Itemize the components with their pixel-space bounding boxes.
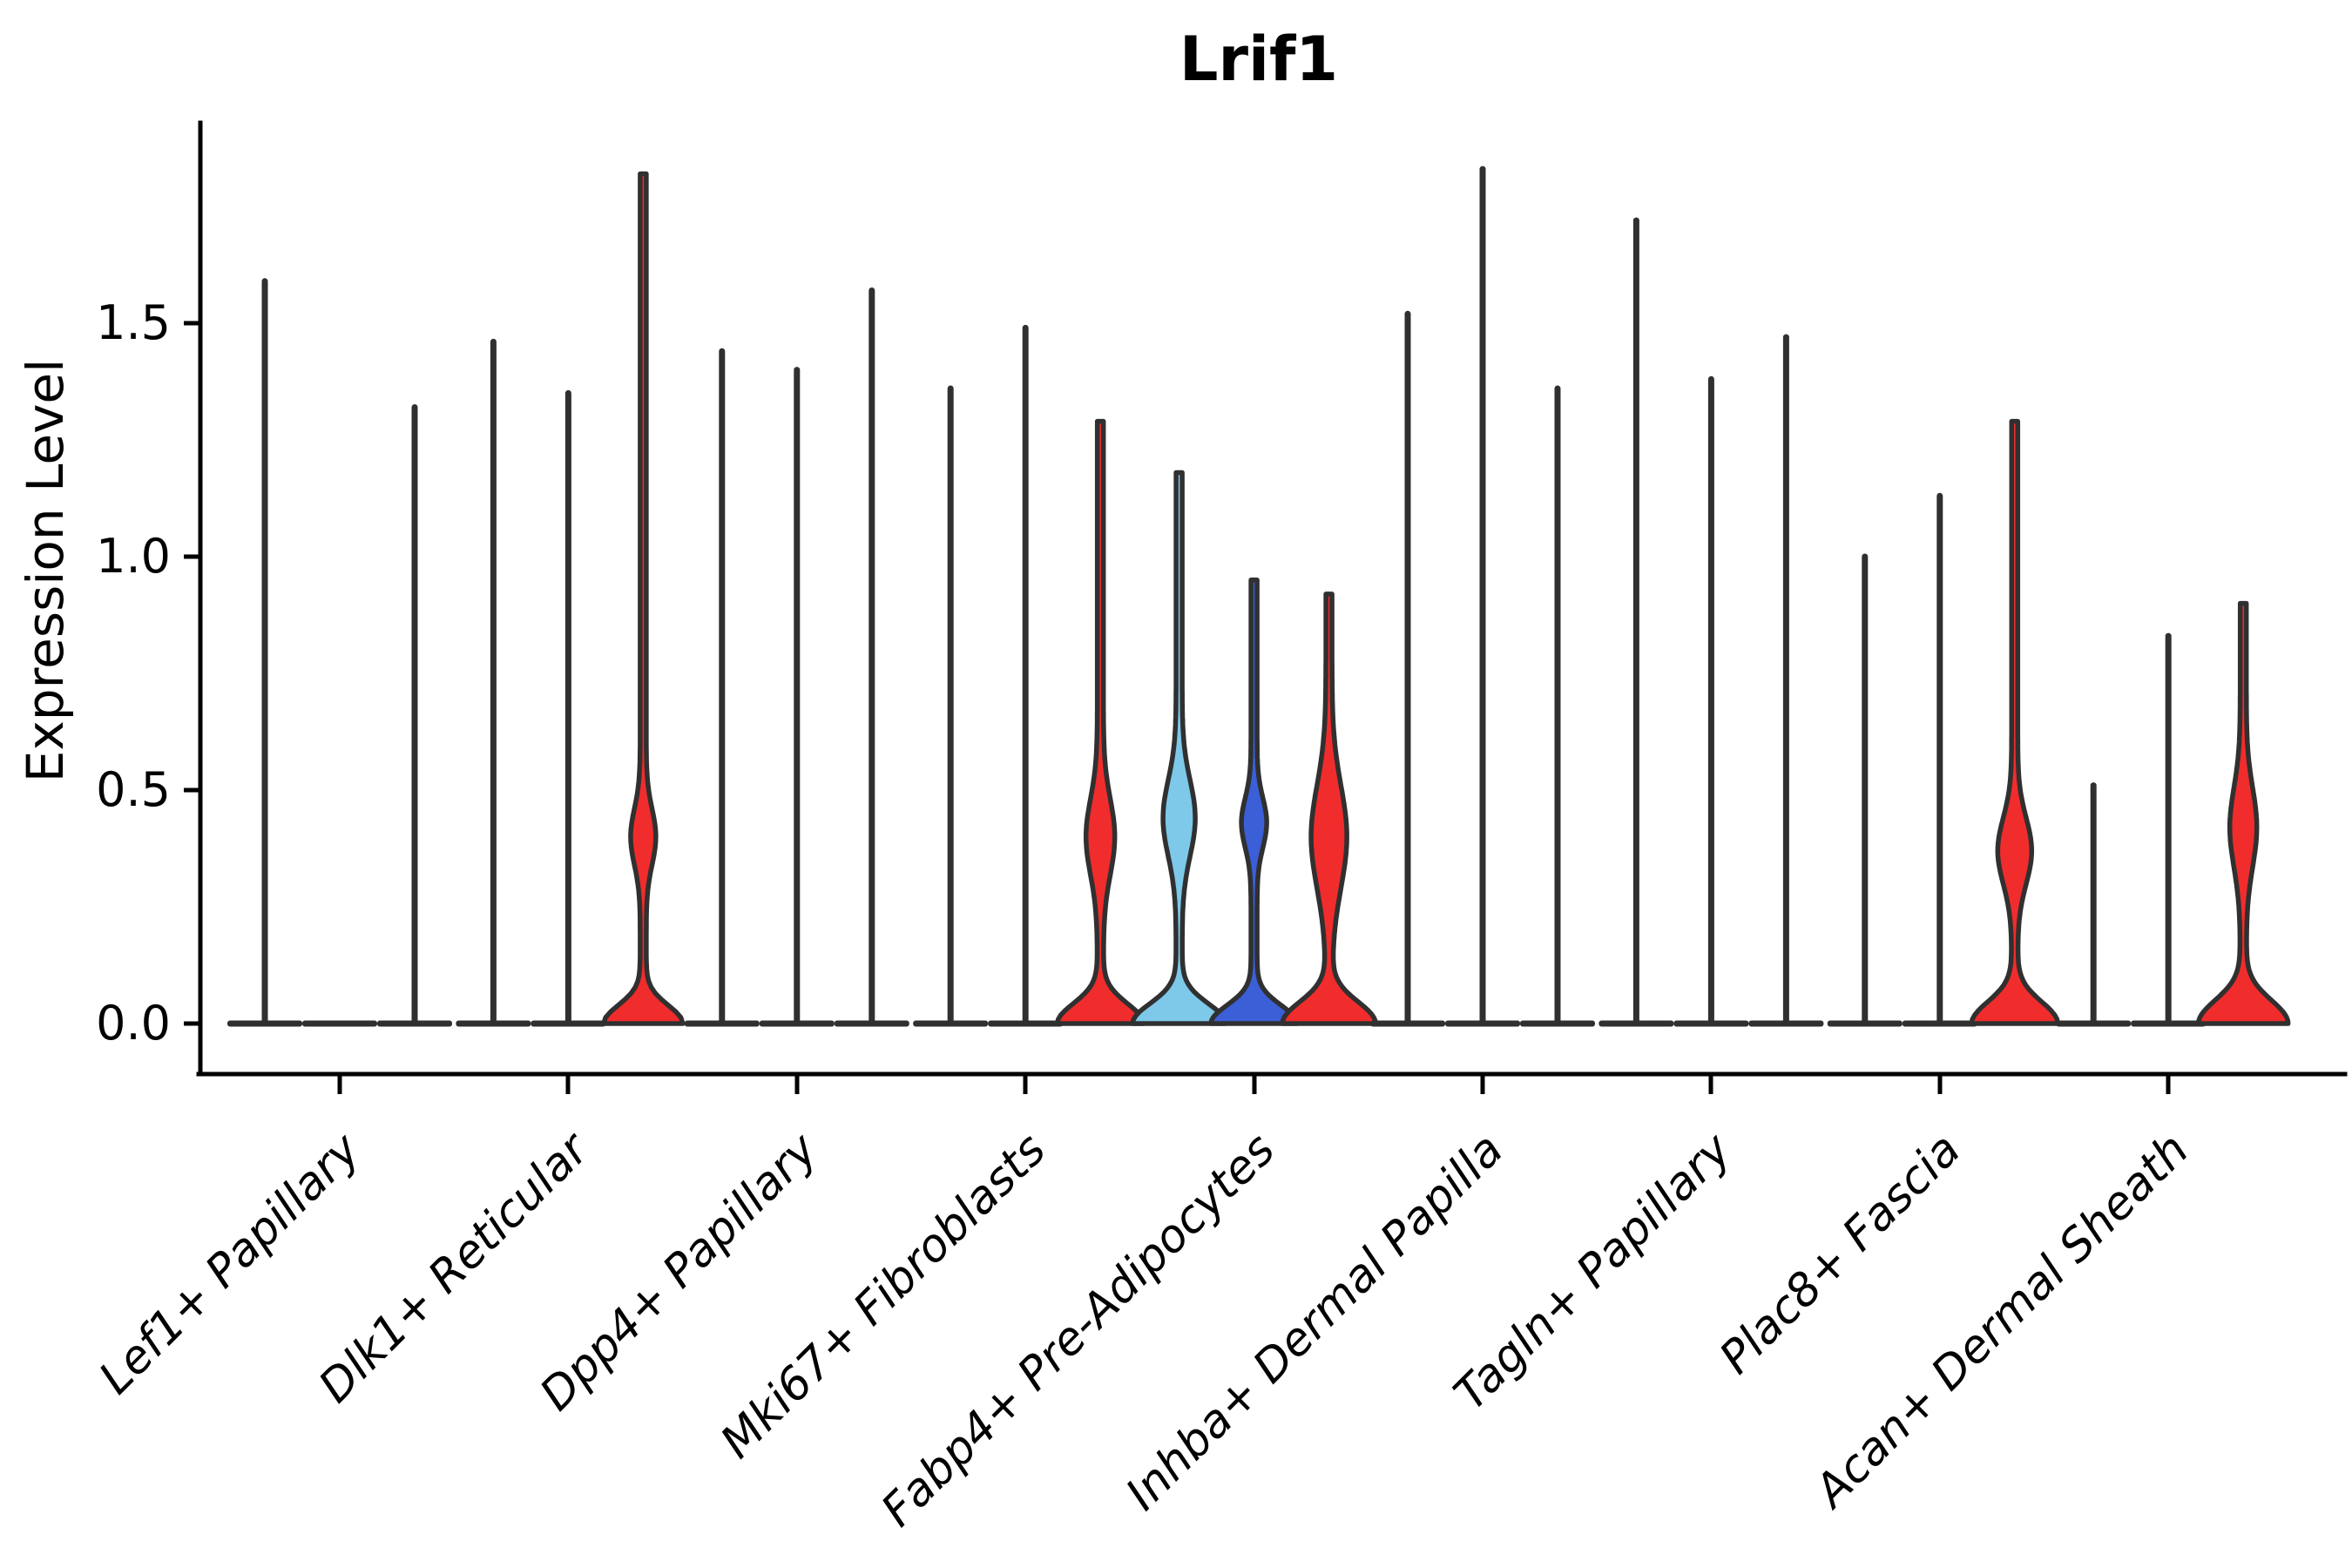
y-tick-label: 1.5 — [96, 295, 171, 350]
y-tick-label: 1.0 — [96, 529, 171, 584]
violins-layer — [227, 166, 2291, 1027]
x-tick-label: Plac8+ Fascia — [1710, 1124, 1970, 1384]
y-tick-label: 0.0 — [96, 996, 171, 1051]
y-tick-label: 0.5 — [96, 762, 171, 817]
y-axis: 0.0 0.5 1.0 1.5 — [96, 120, 203, 1077]
x-tick-label: Acan+ Dermal Sheath — [1803, 1124, 2199, 1519]
x-tick-label: Fabp4+ Pre-Adipocytes — [872, 1124, 1286, 1538]
violin-red — [2195, 600, 2291, 1026]
violin-skyblue — [1130, 470, 1228, 1026]
violin-red — [1054, 418, 1146, 1026]
y-axis-label: Expression Level — [16, 359, 75, 782]
violin-red — [601, 171, 686, 1026]
violin-royalblue — [1208, 578, 1300, 1026]
x-axis: Lef1+ Papillary Dlk1+ Reticular Dpp4+ Pa… — [90, 1071, 2348, 1538]
violin-flat-base — [302, 1020, 377, 1027]
x-tick-label: Inhba+ Dermal Papilla — [1116, 1124, 1513, 1521]
chart-title: Lrif1 — [1179, 24, 1338, 95]
violin-red — [1969, 418, 2061, 1026]
violin-red — [1280, 591, 1378, 1026]
